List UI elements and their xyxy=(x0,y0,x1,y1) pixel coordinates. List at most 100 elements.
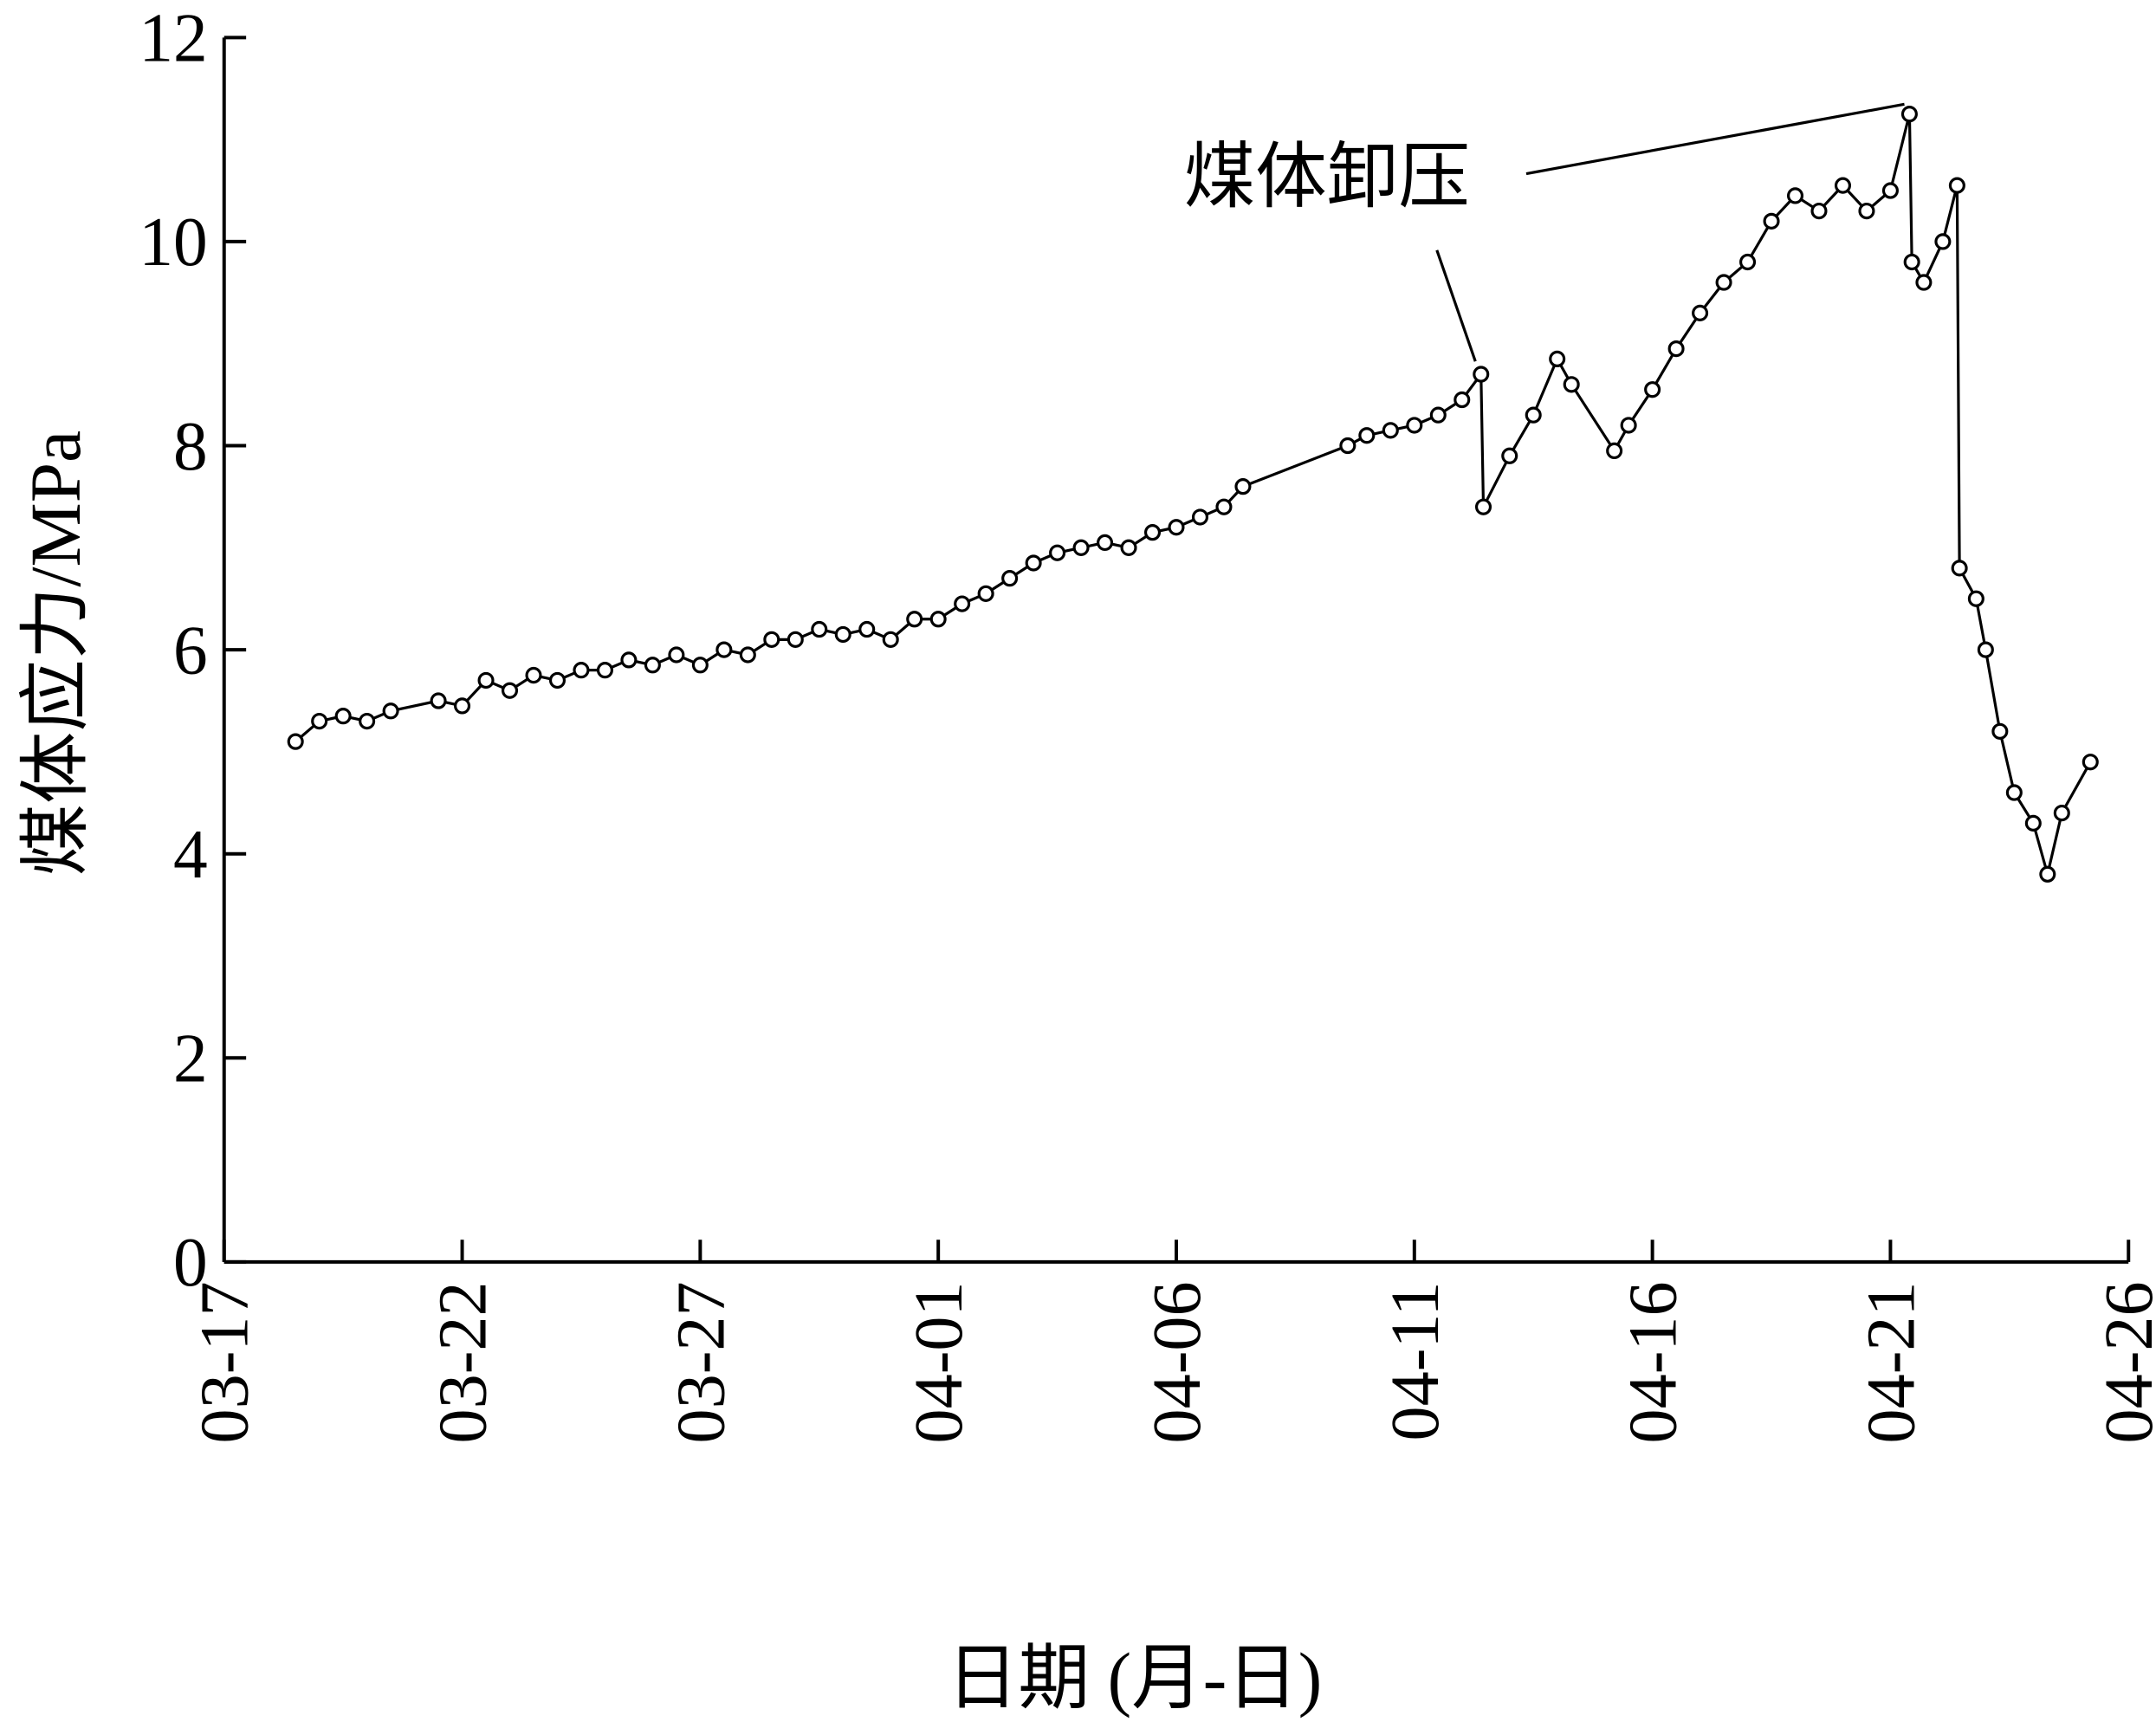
annotation: 煤体卸压 xyxy=(1184,137,1470,217)
y-tick-label: 12 xyxy=(139,0,207,76)
y-tick-label: 0 xyxy=(173,1225,208,1301)
data-point xyxy=(1191,508,1209,526)
annotation-line xyxy=(1525,102,1905,176)
data-point xyxy=(1915,274,1933,291)
data-point xyxy=(1991,722,2009,740)
data-point xyxy=(787,631,804,648)
data-point xyxy=(1120,539,1137,556)
data-point xyxy=(644,657,661,674)
data-point xyxy=(430,692,447,709)
x-tick-label: 03-27 xyxy=(664,1281,740,1443)
data-point xyxy=(1903,253,1920,271)
data-point xyxy=(811,620,828,638)
x-tick-label: 03-22 xyxy=(425,1281,502,1443)
data-point xyxy=(1358,427,1376,444)
data-point xyxy=(739,646,756,664)
data-point xyxy=(1900,106,1918,123)
data-point xyxy=(906,611,923,628)
data-point xyxy=(1339,437,1356,455)
x-tick-label: 03-17 xyxy=(187,1281,263,1443)
data-point xyxy=(1072,539,1090,556)
x-tick-label: 04-06 xyxy=(1139,1281,1215,1443)
data-point xyxy=(977,585,994,602)
data-point xyxy=(954,595,971,612)
data-point xyxy=(1454,391,1471,409)
data-point xyxy=(1429,406,1447,424)
data-point xyxy=(1549,350,1566,368)
data-point xyxy=(1692,304,1709,322)
x-tick-label: 04-11 xyxy=(1377,1281,1454,1440)
data-point xyxy=(311,712,328,730)
data-point xyxy=(929,611,947,628)
x-tick-label: 04-21 xyxy=(1854,1281,1930,1443)
y-axis-label: 煤体应力/MPa xyxy=(16,430,95,877)
data-point xyxy=(1473,366,1490,383)
data-point xyxy=(1143,524,1162,541)
data-point xyxy=(454,697,471,715)
data-point xyxy=(1097,534,1114,552)
annotation-line xyxy=(1435,249,1477,362)
data-point xyxy=(1474,498,1492,515)
data-point xyxy=(691,657,709,674)
data-point xyxy=(715,641,733,658)
x-tick-label: 04-16 xyxy=(1615,1281,1692,1443)
data-point xyxy=(548,671,567,689)
x-tick-label: 04-26 xyxy=(2092,1281,2156,1443)
data-point xyxy=(1606,442,1623,460)
y-tick-label: 2 xyxy=(173,1020,208,1097)
data-point xyxy=(1406,417,1423,434)
data-point xyxy=(382,702,399,720)
data-point xyxy=(1948,177,1965,194)
data-point xyxy=(668,646,685,664)
data-point xyxy=(2024,814,2042,832)
data-point xyxy=(1810,202,1828,220)
y-tick-label: 6 xyxy=(173,612,208,689)
y-tick-label: 4 xyxy=(173,817,208,893)
y-tick-label: 10 xyxy=(139,204,207,281)
data-point xyxy=(763,631,780,648)
data-point xyxy=(1215,498,1233,515)
data-point xyxy=(501,682,519,699)
data-point xyxy=(2005,784,2023,801)
data-point xyxy=(1786,187,1804,204)
data-point xyxy=(620,651,638,669)
data-point xyxy=(1644,381,1661,398)
data-point xyxy=(1563,376,1580,393)
data-point xyxy=(2082,754,2099,771)
data-point xyxy=(1934,233,1952,250)
data-point xyxy=(287,733,304,750)
data-point xyxy=(477,671,495,689)
data-point xyxy=(1382,422,1399,439)
data-point xyxy=(858,620,876,638)
data-point xyxy=(334,708,352,725)
y-tick-label: 8 xyxy=(173,408,208,484)
data-point xyxy=(1739,253,1757,271)
data-point xyxy=(1049,544,1066,561)
data-point xyxy=(525,666,542,684)
data-point xyxy=(1168,519,1185,536)
data-point xyxy=(1620,417,1637,434)
data-point xyxy=(1858,202,1875,220)
data-point xyxy=(1234,478,1252,495)
data-point xyxy=(1951,560,1968,577)
data-point xyxy=(1763,212,1780,230)
data-point xyxy=(1715,274,1732,291)
x-axis-label: 日期 (月-日) xyxy=(947,1638,1322,1718)
data-point xyxy=(882,631,899,648)
data-point xyxy=(834,625,851,644)
data-point xyxy=(1967,590,1984,607)
data-point xyxy=(1501,447,1518,464)
data-point xyxy=(1977,641,1994,658)
data-point xyxy=(1881,182,1899,199)
data-point xyxy=(1834,177,1852,194)
data-point xyxy=(2039,865,2056,883)
data-point xyxy=(1525,406,1542,424)
data-point xyxy=(359,712,376,730)
x-tick-label: 04-01 xyxy=(902,1281,978,1443)
data-point xyxy=(1667,340,1685,358)
data-point xyxy=(2053,804,2070,822)
data-point xyxy=(1025,554,1042,572)
data-point xyxy=(1001,570,1019,587)
